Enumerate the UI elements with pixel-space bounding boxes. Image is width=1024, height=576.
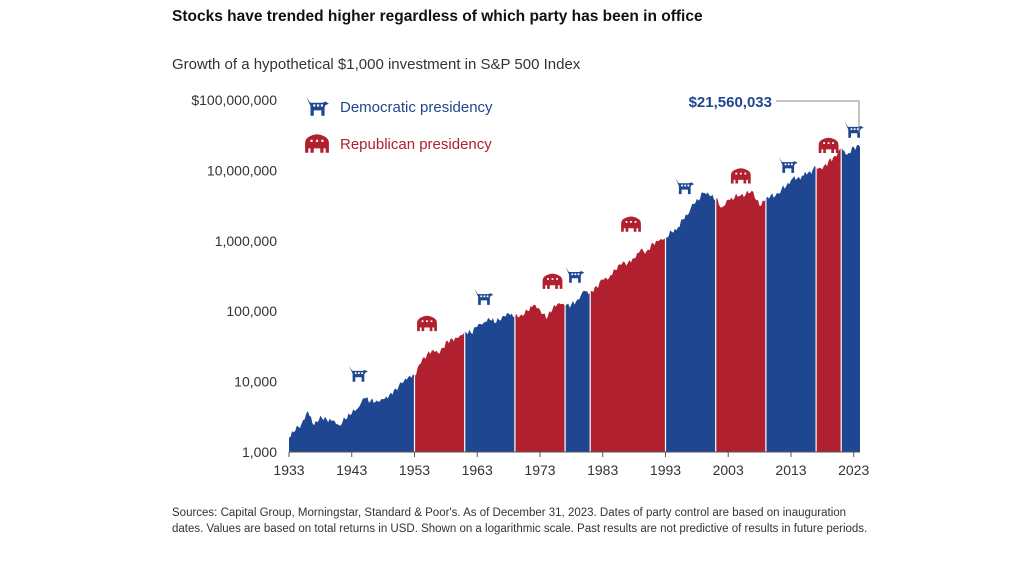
- final-value-label: $21,560,033: [689, 94, 772, 111]
- legend: Democratic presidency Republican preside…: [305, 96, 493, 153]
- x-tick-label: 2023: [838, 462, 869, 478]
- chart-title: Growth of a hypothetical $1,000 investme…: [172, 56, 581, 73]
- period-band-R-2001: [715, 144, 766, 452]
- donkey-icon: [306, 96, 329, 116]
- x-tick-label: 1953: [399, 462, 430, 478]
- donkey-icon: [349, 365, 368, 382]
- period-band-D-1961: [464, 144, 515, 452]
- chart-axes: 1,000 10,000 100,000 1,000,000 10,000,000 $10…: [191, 92, 869, 478]
- legend-label-democratic: Democratic presidency: [340, 99, 493, 116]
- period-band-D-1933: [289, 144, 415, 452]
- legend-item-democratic: Democratic presidency: [306, 96, 493, 116]
- period-band-R-1981: [590, 144, 666, 452]
- legend-label-republican: Republican presidency: [340, 136, 492, 153]
- elephant-icon: [818, 137, 839, 153]
- party-bands: [289, 144, 860, 452]
- x-tick-label: 1973: [524, 462, 555, 478]
- legend-item-republican: Republican presidency: [305, 134, 492, 153]
- donkey-icon: [778, 156, 798, 173]
- final-value-leader: [776, 100, 860, 133]
- donkey-icon: [474, 288, 494, 305]
- donkey-icon: [565, 266, 585, 283]
- x-tick-label: 1943: [336, 462, 367, 478]
- period-band-D-2009: [765, 144, 817, 452]
- donkey-icon: [675, 177, 695, 195]
- sources-footnote: Sources: Capital Group, Morningstar, Sta…: [172, 507, 868, 535]
- y-tick-label: $100,000,000: [191, 92, 277, 108]
- y-tick-label: 10,000,000: [207, 162, 277, 178]
- chart-headline: Stocks have trended higher regardless of…: [172, 8, 703, 25]
- period-band-R-2017: [816, 144, 842, 452]
- annotation: $21,560,033: [689, 94, 860, 133]
- y-tick-label: 100,000: [226, 303, 277, 319]
- x-tick-label: 2013: [775, 462, 806, 478]
- period-band-R-1969: [514, 144, 566, 452]
- elephant-icon: [621, 216, 641, 232]
- y-tick-label: 1,000,000: [215, 233, 277, 249]
- elephant-icon: [730, 168, 751, 184]
- x-tick-label: 1983: [587, 462, 618, 478]
- x-tick-label: 1993: [650, 462, 681, 478]
- elephant-icon: [542, 273, 563, 289]
- elephant-icon: [305, 134, 329, 153]
- period-band-D-2021: [841, 144, 860, 452]
- x-tick-label: 1933: [273, 462, 304, 478]
- donkey-icon: [844, 121, 864, 138]
- x-tick-label: 2003: [713, 462, 744, 478]
- y-tick-label: 10,000: [234, 374, 277, 390]
- period-band-D-1977: [565, 144, 591, 452]
- period-band-D-1993: [665, 144, 716, 452]
- elephant-icon: [417, 315, 437, 332]
- period-band-R-1953: [414, 144, 465, 452]
- y-tick-label: 1,000: [242, 444, 277, 460]
- x-tick-label: 1963: [462, 462, 493, 478]
